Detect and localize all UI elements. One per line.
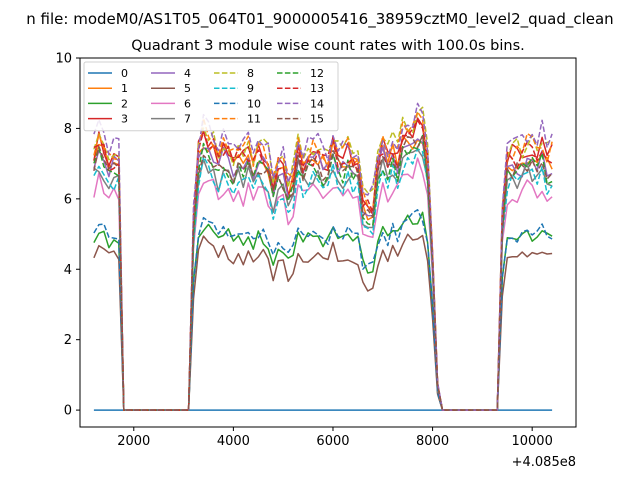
y-tick-label: 0 bbox=[64, 404, 72, 419]
legend-label-5: 5 bbox=[184, 82, 191, 95]
legend-label-7: 7 bbox=[184, 113, 191, 126]
y-tick-label: 8 bbox=[64, 122, 72, 137]
legend-label-4: 4 bbox=[184, 67, 191, 80]
x-tick-label: 4000 bbox=[217, 434, 250, 449]
legend-label-13: 13 bbox=[310, 82, 324, 95]
series-line-14 bbox=[93, 102, 553, 411]
x-tick-label: 6000 bbox=[316, 434, 349, 449]
series-line-10 bbox=[93, 209, 553, 411]
series-line-8 bbox=[93, 106, 553, 411]
y-tick-label: 6 bbox=[64, 192, 72, 207]
legend-label-14: 14 bbox=[310, 97, 324, 110]
chart-title: Quadrant 3 module wise count rates with … bbox=[131, 38, 525, 54]
series-layer bbox=[93, 102, 553, 411]
plot-frame bbox=[79, 57, 577, 428]
legend-label-11: 11 bbox=[247, 113, 261, 126]
y-tick-label: 2 bbox=[64, 333, 72, 348]
series-line-2 bbox=[93, 211, 553, 411]
legend-label-3: 3 bbox=[121, 113, 128, 126]
series-line-1 bbox=[93, 135, 553, 411]
series-line-6 bbox=[93, 157, 553, 411]
legend-label-12: 12 bbox=[310, 67, 324, 80]
legend-label-9: 9 bbox=[247, 82, 254, 95]
legend-label-0: 0 bbox=[121, 67, 128, 80]
series-line-12 bbox=[93, 134, 553, 411]
legend-frame bbox=[83, 61, 339, 132]
series-line-7 bbox=[93, 148, 553, 411]
series-line-15 bbox=[93, 134, 553, 411]
series-line-13 bbox=[93, 119, 553, 411]
legend-label-2: 2 bbox=[121, 97, 128, 110]
x-offset-label: +4.085e8 bbox=[512, 455, 576, 470]
series-line-5 bbox=[93, 233, 553, 411]
x-tick-label: 2000 bbox=[117, 434, 150, 449]
figure-suptitle: n file: modeM0/AS1T05_064T01_9000005416_… bbox=[26, 10, 613, 29]
x-tick-label: 8000 bbox=[416, 434, 449, 449]
y-tick-label: 4 bbox=[64, 263, 72, 278]
series-line-3 bbox=[93, 117, 553, 411]
series-line-9 bbox=[93, 148, 553, 411]
y-tick-label: 10 bbox=[55, 52, 72, 67]
legend-label-6: 6 bbox=[184, 97, 191, 110]
x-tick-label: 10000 bbox=[511, 434, 552, 449]
legend-label-15: 15 bbox=[310, 113, 324, 126]
legend-label-1: 1 bbox=[121, 82, 128, 95]
legend-label-10: 10 bbox=[247, 97, 261, 110]
legend-label-8: 8 bbox=[247, 67, 254, 80]
